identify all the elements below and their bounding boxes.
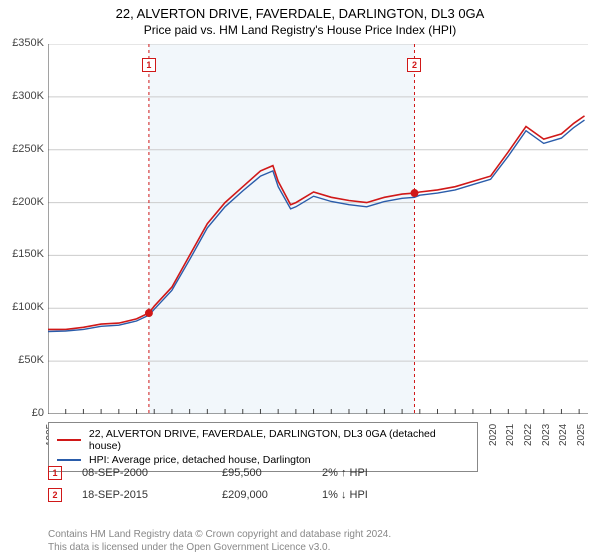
legend: 22, ALVERTON DRIVE, FAVERDALE, DARLINGTO… — [48, 422, 478, 472]
transaction-price: £95,500 — [222, 467, 322, 479]
chart-title: 22, ALVERTON DRIVE, FAVERDALE, DARLINGTO… — [0, 0, 600, 21]
x-tick-label: 2021 — [505, 424, 516, 446]
legend-label: 22, ALVERTON DRIVE, FAVERDALE, DARLINGTO… — [89, 428, 469, 452]
transaction-delta: 1% ↓ HPI — [322, 489, 368, 501]
transaction-row: 1 08-SEP-2000£95,5002% ↑ HPI — [48, 466, 368, 480]
attribution-line2: This data is licensed under the Open Gov… — [48, 541, 391, 554]
y-tick-label: £100K — [0, 301, 44, 313]
marker-index-box: 1 — [142, 58, 156, 72]
y-tick-label: £250K — [0, 143, 44, 155]
legend-label: HPI: Average price, detached house, Darl… — [89, 454, 311, 466]
legend-item: HPI: Average price, detached house, Darl… — [57, 453, 469, 467]
legend-item: 22, ALVERTON DRIVE, FAVERDALE, DARLINGTO… — [57, 427, 469, 453]
chart-svg — [48, 44, 588, 414]
y-tick-label: £350K — [0, 37, 44, 49]
x-tick-label: 2023 — [541, 424, 552, 446]
y-tick-label: £0 — [0, 407, 44, 419]
transaction-index-box: 1 — [48, 466, 62, 480]
y-tick-label: £50K — [0, 354, 44, 366]
x-tick-label: 2025 — [576, 424, 587, 446]
transaction-date: 08-SEP-2000 — [82, 467, 222, 479]
y-tick-label: £150K — [0, 248, 44, 260]
y-tick-label: £300K — [0, 90, 44, 102]
transaction-delta: 2% ↑ HPI — [322, 467, 368, 479]
transaction-index-box: 2 — [48, 488, 62, 502]
legend-swatch — [57, 459, 81, 461]
x-tick-label: 2020 — [488, 424, 499, 446]
y-tick-label: £200K — [0, 196, 44, 208]
legend-swatch — [57, 439, 81, 441]
x-tick-label: 2024 — [558, 424, 569, 446]
transaction-date: 18-SEP-2015 — [82, 489, 222, 501]
marker-index-box: 2 — [407, 58, 421, 72]
attribution: Contains HM Land Registry data © Crown c… — [48, 528, 391, 554]
chart-plot-area — [48, 44, 588, 414]
transaction-row: 2 18-SEP-2015£209,0001% ↓ HPI — [48, 488, 368, 502]
chart-subtitle: Price paid vs. HM Land Registry's House … — [0, 21, 600, 41]
attribution-line1: Contains HM Land Registry data © Crown c… — [48, 528, 391, 541]
x-tick-label: 2022 — [523, 424, 534, 446]
transaction-price: £209,000 — [222, 489, 322, 501]
